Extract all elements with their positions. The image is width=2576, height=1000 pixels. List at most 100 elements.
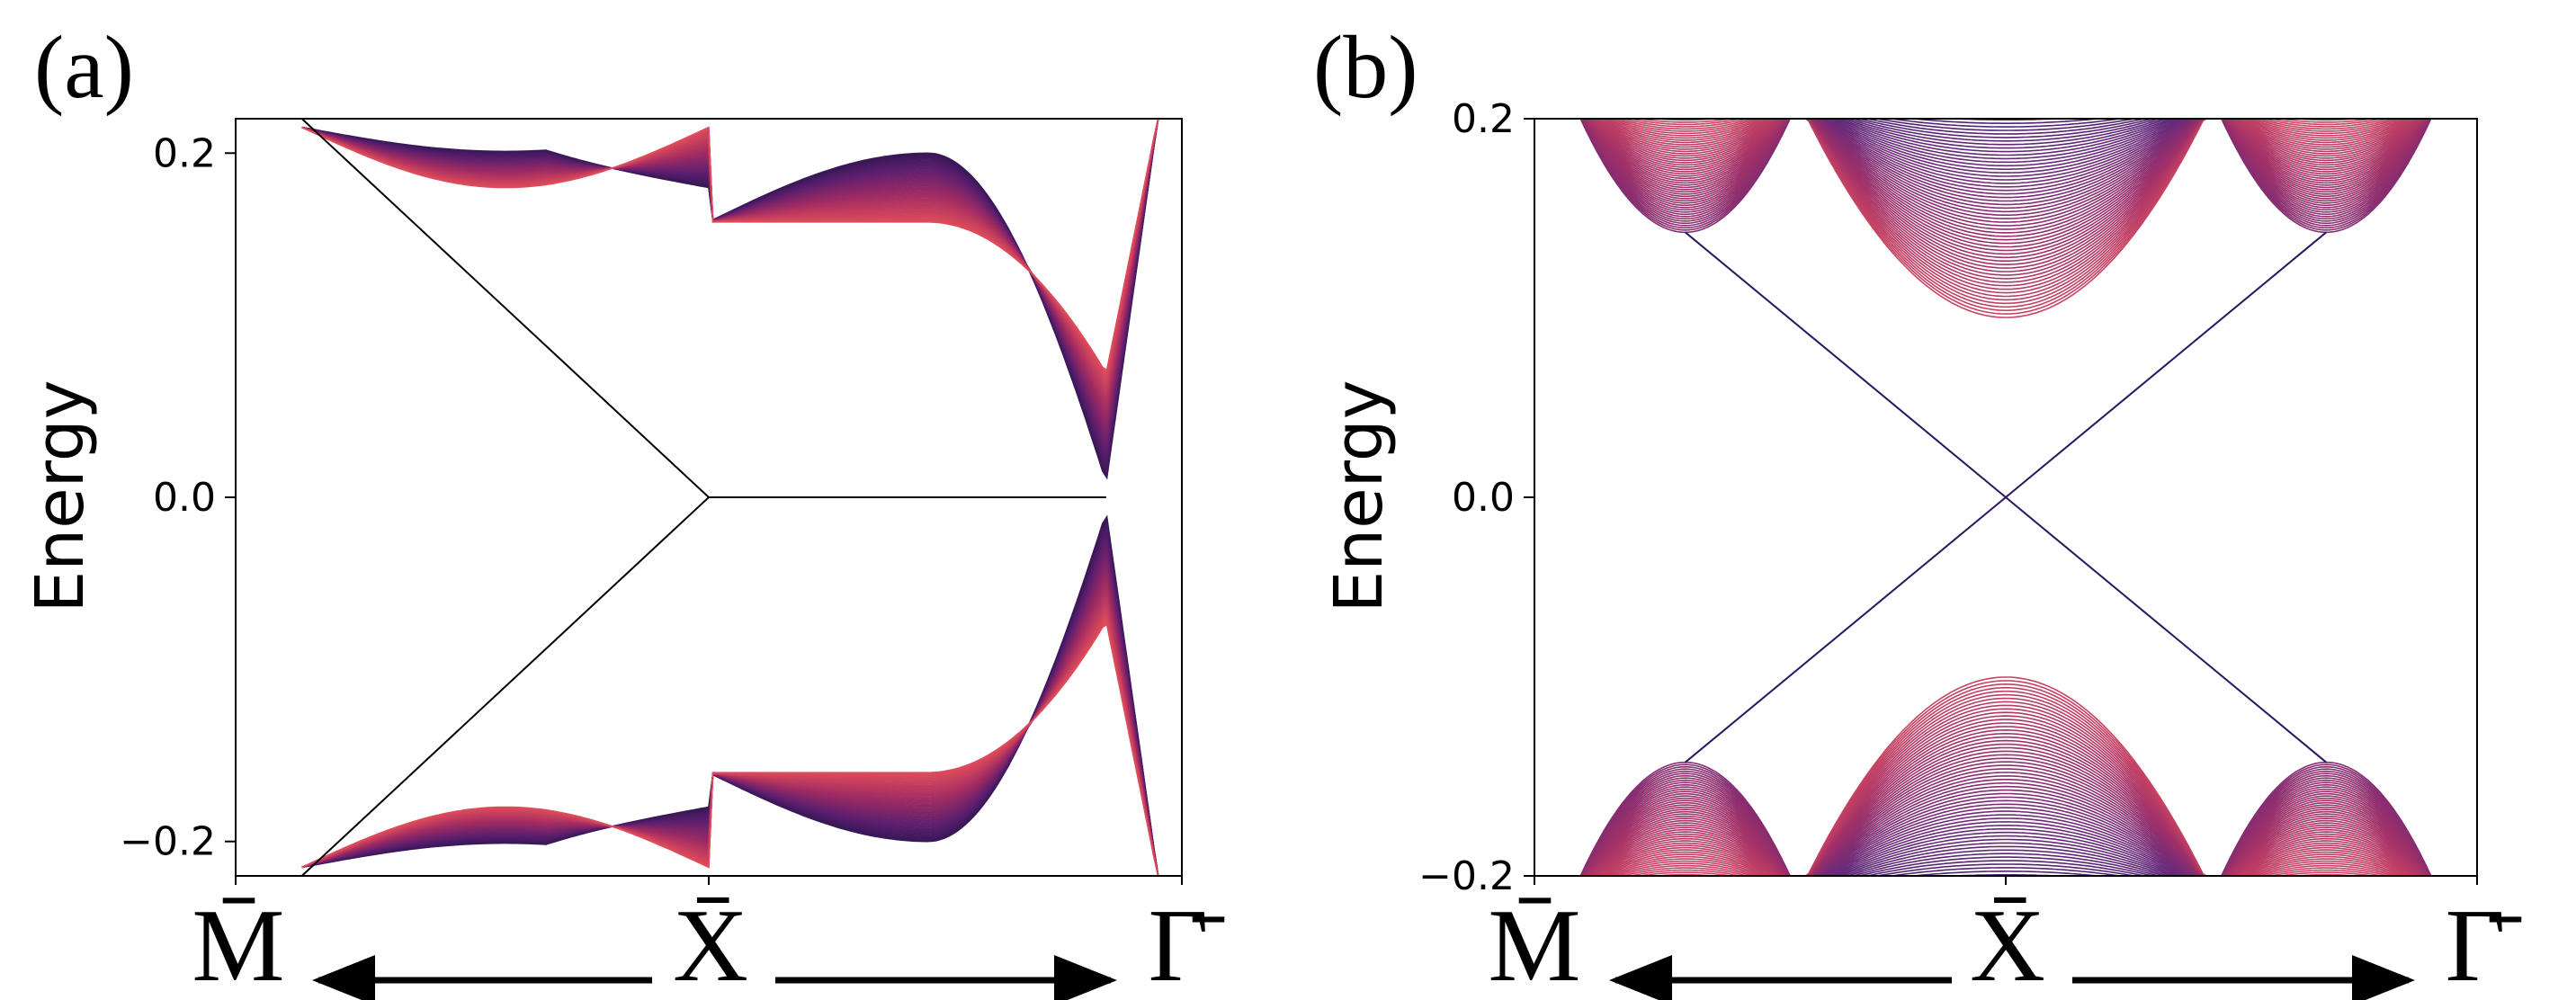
bulk-band-line [2213, 118, 2440, 153]
bulk-band-line [2213, 822, 2440, 877]
bulk-band-line [2213, 788, 2440, 877]
k-path-a: M̄ X̄ Γ̄ [192, 888, 1225, 1000]
bulk-band-line [1571, 846, 1799, 877]
bulk-band-line [1571, 118, 1799, 204]
bulk-band-line [1798, 754, 2214, 877]
y-axis-label-b: Energy [1320, 379, 1398, 612]
bulk-band-line [1798, 118, 2214, 252]
bulk-band-line [2213, 797, 2440, 877]
bulk-band-line [2213, 118, 2440, 171]
bulk-band-line [1571, 824, 1799, 877]
bulk-band-line [1798, 772, 2214, 877]
bulk-band-line [1798, 693, 2214, 877]
y-tick-label: 0.0 [1452, 475, 1515, 521]
bulk-band-line [2213, 842, 2440, 877]
bulk-band-line [2213, 824, 2440, 877]
bulk-band-line [2213, 118, 2440, 222]
y-tick-label: 0.0 [153, 475, 216, 521]
k-label-m-b: M̄ [1488, 888, 1580, 1000]
bulk-band-line [1798, 118, 2214, 188]
bulk-band-line [1571, 118, 1799, 220]
bulk-band-line [1798, 118, 2214, 164]
bulk-band-line [1798, 118, 2214, 272]
bulk-band-line [1571, 837, 1799, 877]
bulk-band-line [1798, 750, 2214, 877]
bulk-band-line [1798, 821, 2214, 877]
bulk-band-line [1798, 856, 2214, 877]
bulk-band-line [1571, 118, 1799, 200]
bulk-band-line [1571, 118, 1799, 153]
bulk-band-line [1798, 118, 2214, 184]
bulk-band-line [2213, 118, 2440, 211]
bulk-band-line [1798, 775, 2214, 877]
bulk-band-line [301, 118, 1159, 371]
bulk-band-line [1571, 118, 1799, 177]
bulk-band-line [2213, 810, 2440, 877]
bulk-band-line [1571, 795, 1799, 877]
bulk-band-line [1798, 118, 2214, 156]
bulk-band-line [1571, 779, 1799, 877]
y-tick-label: 0.2 [1452, 96, 1515, 142]
bulk-band-line [2213, 817, 2440, 877]
bulk-band-line [2213, 118, 2440, 150]
bulk-band-line [1798, 118, 2214, 248]
bulk-band-line [1798, 118, 2214, 234]
k-label-gamma-a: Γ̄ [1148, 888, 1224, 1000]
bulk-band-line [1798, 739, 2214, 877]
bulk-band-line [1798, 728, 2214, 877]
y-axis-label-a: Energy [22, 379, 99, 612]
panel-label-b: (b) [1313, 17, 1418, 117]
bulk-band-line [1798, 118, 2214, 301]
bulk-band-line [1798, 118, 2214, 241]
bulk-band-line [1571, 118, 1799, 146]
bulk-band-line [2213, 118, 2440, 195]
bulk-band-line [1798, 118, 2214, 259]
bulk-band-line [1571, 822, 1799, 877]
bulk-band-line [1571, 840, 1799, 877]
bulk-band-line [1798, 118, 2214, 138]
bulk-band-line [2213, 118, 2440, 180]
bulk-band-line [1798, 118, 2214, 308]
bulk-band-line [2213, 118, 2440, 159]
y-tick-label: −0.2 [120, 819, 216, 865]
bulk-band-line [1798, 118, 2214, 230]
bulk-band-line [1571, 118, 1799, 180]
bulk-band-line [2213, 837, 2440, 877]
bulk-band-line [1798, 686, 2214, 877]
bulk-band-line [1571, 835, 1799, 877]
bulk-band-line [1798, 676, 2214, 877]
bulk-band-line [2213, 118, 2440, 200]
bulk-band-line [2213, 118, 2440, 162]
bulk-band-line [1798, 799, 2214, 877]
bulk-band-line [1798, 781, 2214, 877]
bulk-band-line [1571, 118, 1799, 168]
bulk-band-line [1571, 118, 1799, 213]
bulk-band-line [1798, 118, 2214, 142]
bulk-band-line [1798, 118, 2214, 312]
bulk-band-line [1798, 118, 2214, 269]
bulk-band-line [1571, 118, 1799, 182]
bulk-band-line [2213, 795, 2440, 877]
bulk-band-line [2213, 118, 2440, 184]
bulk-band-line [1798, 118, 2214, 276]
bulk-band-line [2213, 118, 2440, 189]
bulk-band-line [2213, 118, 2440, 209]
bulk-band-line [1798, 743, 2214, 877]
bulk-band-line [2213, 799, 2440, 877]
bulk-band-line [1798, 792, 2214, 877]
bulk-band-line [1571, 833, 1799, 877]
bulk-band-line [1798, 768, 2214, 877]
bulk-band-line [2213, 806, 2440, 877]
bulk-band-line [1571, 786, 1799, 877]
bulk-band-line [1798, 817, 2214, 877]
bulk-band-line [1571, 118, 1799, 207]
bulk-band-line [1571, 118, 1799, 173]
bulk-band-line [1798, 715, 2214, 877]
bulk-band-line [2213, 118, 2440, 193]
bulk-band-line [2213, 118, 2440, 191]
bulk-band-line [1571, 118, 1799, 159]
bulk-band-line [1798, 842, 2214, 877]
bulk-band-line [1798, 118, 2214, 206]
bulk-band-line [1798, 722, 2214, 877]
bulk-band-line [1798, 796, 2214, 877]
